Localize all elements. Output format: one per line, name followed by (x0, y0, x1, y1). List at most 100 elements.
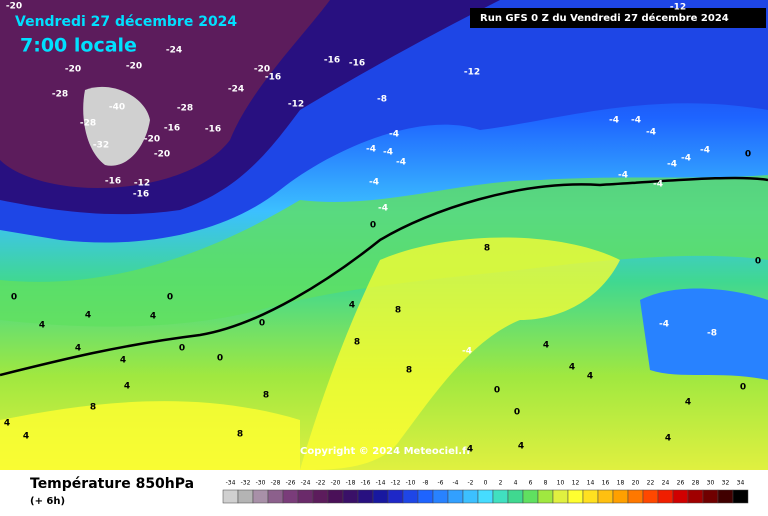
footer-title: Température 850hPa (30, 476, 194, 492)
contour-label: 4 (518, 442, 524, 452)
legend-swatch (222, 489, 239, 504)
contour-label: -24 (228, 85, 244, 95)
contour-label: 4 (75, 344, 81, 354)
contour-label: -4 (396, 158, 406, 168)
contour-label: 0 (259, 319, 265, 329)
date: Vendredi 27 décembre 2024 (15, 14, 237, 30)
legend-swatch (282, 489, 299, 504)
legend-tick-label: -4 (453, 480, 459, 487)
legend-tick-label: -34 (226, 480, 236, 487)
contour-label: 8 (263, 391, 269, 401)
legend-tick-label: -2 (468, 480, 474, 487)
legend-swatch (522, 489, 539, 504)
field (300, 237, 620, 470)
legend-swatch (387, 489, 404, 504)
legend-tick-label: -12 (391, 480, 401, 487)
legend-swatch (342, 489, 359, 504)
contour-label: 4 (150, 312, 156, 322)
legend-tick-label: -6 (438, 480, 444, 487)
contour-label: -16 (205, 125, 221, 135)
legend-swatch (372, 489, 389, 504)
legend-swatch (612, 489, 629, 504)
legend-swatch (687, 489, 704, 504)
contour-label: 0 (745, 150, 751, 160)
contour-label: 4 (120, 356, 126, 366)
contour-label: 4 (349, 301, 355, 311)
legend-tick-label: 16 (602, 480, 610, 487)
contour-label: 0 (755, 257, 761, 267)
legend-tick-label: -32 (241, 480, 251, 487)
legend-swatch (417, 489, 434, 504)
field (0, 175, 768, 327)
legend-swatch (252, 489, 269, 504)
contour-label: 4 (467, 445, 473, 455)
contour-label: -4 (659, 320, 669, 330)
legend-tick-label: 0 (484, 480, 488, 487)
contour-label: -16 (349, 59, 365, 69)
contour-label: 4 (39, 321, 45, 331)
contour-label: -8 (377, 95, 387, 105)
contour-label: 0 (167, 293, 173, 303)
contour-label: 4 (4, 419, 10, 429)
field (640, 288, 768, 380)
legend-tick-label: 26 (677, 480, 685, 487)
contour-label: -12 (288, 100, 304, 110)
legend-swatch (447, 489, 464, 504)
legend-swatch (237, 489, 254, 504)
legend-swatch (402, 489, 419, 504)
contour-label: 8 (395, 306, 401, 316)
legend-swatch (462, 489, 479, 504)
legend-tick-label: 24 (662, 480, 670, 487)
contour-label: -28 (52, 90, 68, 100)
legend-swatch (477, 489, 494, 504)
legend-swatch (672, 489, 689, 504)
legend-swatch (582, 489, 599, 504)
footer-step: (+ 6h) (30, 496, 65, 507)
legend-tick-label: 32 (722, 480, 730, 487)
run-box (470, 8, 766, 28)
contour-label: -4 (667, 160, 677, 170)
legend-swatch (327, 489, 344, 504)
legend-swatch (267, 489, 284, 504)
contour-label: 8 (406, 366, 412, 376)
contour-label: -4 (378, 204, 388, 214)
legend-swatch (312, 489, 329, 504)
contour-label: -20 (154, 150, 170, 160)
contour-label: 0 (494, 386, 500, 396)
legend-tick-label: 22 (647, 480, 655, 487)
legend-tick-label: 28 (692, 480, 700, 487)
contour-label: -20 (65, 65, 81, 75)
copyright: Copyright © 2024 Meteociel.fr (300, 446, 471, 457)
legend-swatch (432, 489, 449, 504)
contour-label: -32 (93, 141, 109, 151)
legend-swatch (537, 489, 554, 504)
contour-label: 0 (514, 408, 520, 418)
contour-label: -12 (134, 179, 150, 189)
contour-label: 4 (23, 432, 29, 442)
legend-swatch (597, 489, 614, 504)
contour-label: -4 (369, 178, 379, 188)
contour-label: 0 (370, 221, 376, 231)
contour-label: -20 (126, 62, 142, 72)
legend-swatch (717, 489, 734, 504)
contour-label: -20 (144, 135, 160, 145)
legend-tick-label: -30 (256, 480, 266, 487)
contour-label: 8 (484, 244, 490, 254)
contour-label: -28 (177, 104, 193, 114)
contour-label: 0 (179, 344, 185, 354)
contour-label: -16 (105, 177, 121, 187)
legend-tick-label: -16 (361, 480, 371, 487)
legend-tick-label: 2 (499, 480, 503, 487)
contour-label: -4 (646, 128, 656, 138)
legend-tick-label: 30 (707, 480, 715, 487)
legend-swatch (357, 489, 374, 504)
legend-swatch (552, 489, 569, 504)
contour-label: -4 (653, 180, 663, 190)
legend-swatch (507, 489, 524, 504)
contour-label: 8 (237, 430, 243, 440)
legend-tick-label: 8 (544, 480, 548, 487)
contour-label: -12 (670, 3, 686, 13)
contour-label: 4 (587, 372, 593, 382)
legend-tick-label: -28 (271, 480, 281, 487)
